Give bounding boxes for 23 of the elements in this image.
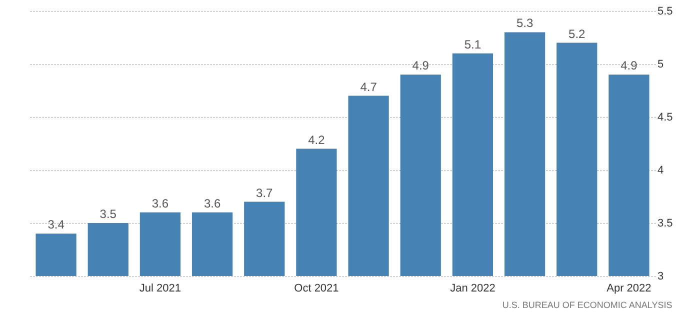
- y-tick-label: 5: [658, 58, 664, 70]
- text: U.S. BUREAU OF ECONOMIC ANALYSIS: [502, 300, 672, 310]
- data-label: 4.7: [360, 80, 378, 94]
- data-label: 3.7: [256, 186, 274, 200]
- data-label: 5.3: [516, 16, 534, 30]
- data-label: 5.2: [568, 26, 586, 41]
- y-tick-label: 5.5: [658, 6, 673, 18]
- data-label: 3.5: [100, 207, 117, 221]
- y-tick-label: 3: [658, 270, 664, 282]
- y-tick-label: 4: [658, 164, 664, 176]
- x-tick-label: Oct 2021: [294, 282, 339, 294]
- x-tick-label: Apr 2022: [606, 282, 652, 294]
- data-label: 4.9: [412, 58, 430, 73]
- data-label: 5.1: [464, 37, 482, 52]
- data-label: 3.6: [204, 196, 221, 210]
- y-tick-label: 3.5: [658, 218, 673, 230]
- y-tick-label: 4.5: [658, 112, 673, 124]
- data-label: 3.6: [152, 196, 169, 210]
- data-label: 4.2: [308, 132, 326, 147]
- x-tick-label: Jul 2021: [139, 282, 182, 294]
- data-label: 3.4: [48, 218, 65, 232]
- x-tick-label: Jan 2022: [450, 282, 496, 294]
- data-label: 4.9: [620, 58, 638, 73]
